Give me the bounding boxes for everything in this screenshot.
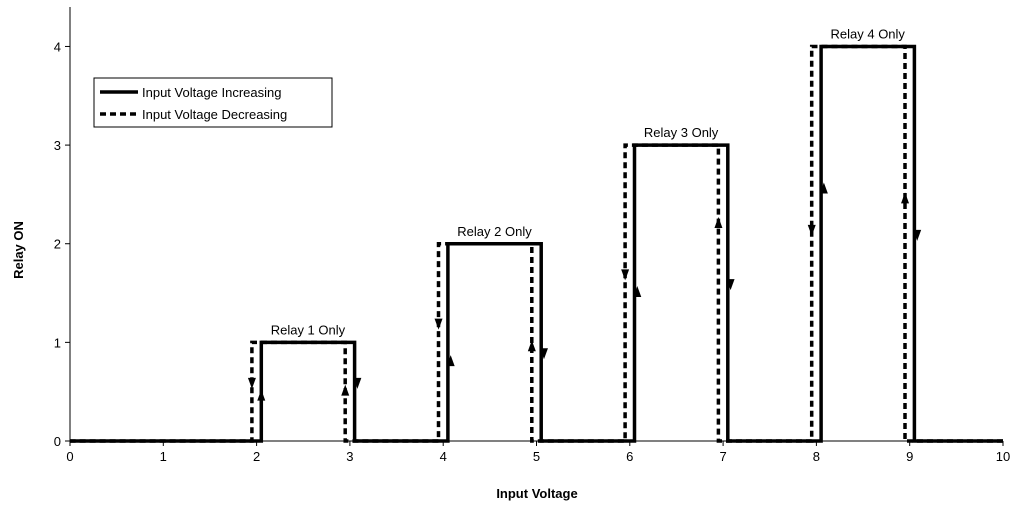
arrow-up-icon [341,384,350,396]
arrow-down-icon [247,377,256,389]
x-tick-label: 4 [440,449,447,464]
x-tick-label: 10 [996,449,1010,464]
annotations: Relay 1 Only Relay 2 Only Relay 3 Only Rela… [271,27,906,338]
y-tick-label: 0 [54,434,61,449]
arrow-up-icon [446,355,455,367]
y-tick-label: 1 [54,335,61,350]
legend-box [93,77,333,128]
x-tick-label: 9 [906,449,913,464]
relay-label: Relay 3 Only [644,125,719,140]
arrow-up-icon [633,286,642,298]
x-tick-label: 8 [813,449,820,464]
legend-label: Input Voltage Increasing [142,85,282,100]
legend: Input Voltage Increasing Input Voltage De… [93,77,333,128]
arrow-down-icon [807,224,816,236]
arrow-down-icon [539,348,548,360]
arrow-up-icon [527,340,536,352]
x-tick-label: 5 [533,449,540,464]
x-tick-label: 3 [346,449,353,464]
arrow-up-icon [257,389,266,401]
x-tick-label: 2 [253,449,260,464]
relay-label: Relay 1 Only [271,322,346,337]
arrow-down-icon [726,279,735,291]
arrow-up-icon [714,217,723,228]
arrow-up-icon [819,182,828,194]
y-tick-label: 4 [54,39,61,54]
relay-label: Relay 2 Only [457,224,532,239]
arrow-down-icon [434,318,443,330]
arrow-down-icon [913,229,922,241]
x-tick-label: 7 [719,449,726,464]
x-tick-label: 1 [160,449,167,464]
x-tick-label: 0 [66,449,73,464]
legend-label: Input Voltage Decreasing [142,107,287,122]
x-tick-label: 6 [626,449,633,464]
y-tick-label: 2 [54,237,61,252]
arrow-down-icon [353,377,362,389]
y-axis-title: Relay ON [11,221,26,279]
arrow-down-icon [621,269,630,281]
arrow-up-icon [901,192,910,204]
axes: 0 1 2 3 4 5 6 7 8 9 10 0 1 2 3 4 [54,7,1010,464]
relay-label: Relay 4 Only [831,27,906,42]
x-axis-title: Input Voltage [496,486,577,501]
y-tick-label: 3 [54,138,61,153]
